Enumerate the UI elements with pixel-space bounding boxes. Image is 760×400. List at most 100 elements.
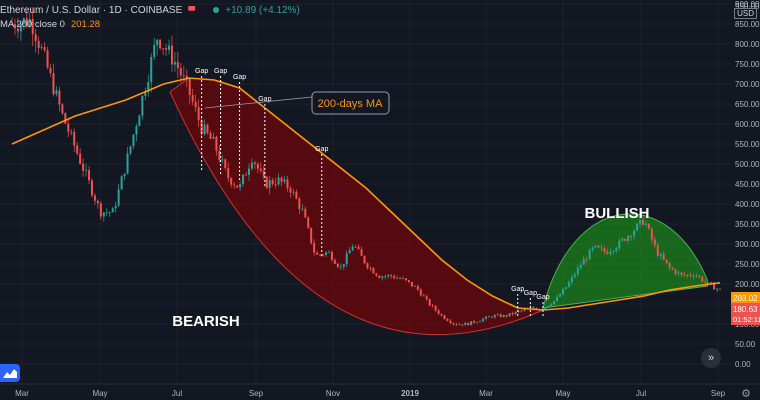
candle-body	[443, 315, 446, 319]
candle-body	[16, 28, 19, 32]
ma-indicator-value: 201.28	[70, 19, 101, 30]
candle-body	[567, 282, 570, 288]
candle-body	[76, 145, 79, 154]
price-axis[interactable]: 0.0050.00100.00150.00200.00250.00300.003…	[735, 0, 760, 369]
candle-body	[639, 219, 642, 224]
candle-body	[250, 162, 253, 169]
candle-body	[357, 246, 360, 250]
candle-body	[704, 281, 707, 283]
candle-body	[600, 247, 603, 249]
candle-body	[82, 163, 85, 171]
candle-body	[206, 124, 209, 134]
time-tick-label: Mar	[479, 389, 493, 398]
candle-body	[280, 177, 283, 182]
candle-body	[366, 263, 369, 269]
candle-body	[227, 168, 230, 179]
candle-body	[247, 168, 250, 175]
candle-body	[591, 247, 594, 250]
candle-body	[683, 274, 686, 276]
candle-body	[307, 217, 310, 228]
candle-body	[633, 230, 636, 237]
candle-body	[402, 278, 405, 280]
candle-body	[701, 276, 704, 282]
scroll-to-realtime-button[interactable]: »	[701, 348, 721, 368]
bullish-zone	[542, 213, 708, 309]
candle-body	[336, 263, 339, 267]
candle-body	[313, 243, 316, 253]
candle-body	[126, 153, 129, 174]
tradingview-logo-button[interactable]	[0, 364, 20, 382]
candle-body	[582, 259, 585, 265]
candle-body	[603, 248, 606, 252]
candle-body	[396, 278, 399, 279]
candle-body	[612, 250, 615, 252]
candle-body	[256, 163, 259, 169]
candle-body	[330, 252, 333, 261]
candle-body	[618, 240, 621, 249]
candle-body	[375, 273, 378, 276]
gear-icon[interactable]: ⚙	[741, 388, 751, 400]
candle-body	[550, 304, 553, 306]
candle-body	[381, 276, 384, 279]
price-tick-label: 550.00	[735, 140, 760, 149]
candle-body	[393, 276, 396, 279]
gap-label: Gap	[524, 290, 537, 297]
gap-label: Gap	[233, 74, 246, 81]
candle-body	[325, 252, 328, 255]
symbol-header[interactable]: Ethereum / U.S. Dollar · 1D · COINBASE +…	[0, 3, 300, 17]
ma-callout-box	[311, 91, 390, 115]
candle-body	[627, 235, 630, 241]
gap-label: Gap	[511, 286, 524, 293]
gap-label: Gap	[536, 294, 549, 301]
last-price-text: 180.63	[733, 305, 758, 314]
candle-body	[615, 248, 618, 251]
candle-body	[283, 179, 286, 182]
candle-body	[316, 252, 319, 255]
candle-body	[523, 309, 526, 311]
time-tick-label: Jul	[172, 389, 182, 398]
candle-body	[369, 268, 372, 269]
candle-body	[156, 39, 159, 46]
candle-body	[19, 23, 22, 32]
candle-body	[239, 184, 242, 188]
candle-body	[431, 305, 434, 307]
candle-body	[363, 255, 366, 264]
candle-body	[188, 78, 191, 96]
candle-body	[422, 295, 425, 297]
time-axis[interactable]: Mar May Jul Sep Nov 2019 Mar May Jul Sep	[15, 389, 726, 398]
candle-body	[170, 45, 173, 65]
candle-body	[458, 324, 461, 326]
candle-body	[564, 287, 567, 289]
gap-label: Gap	[258, 96, 271, 103]
flag-icon[interactable]	[188, 6, 196, 14]
currency-label[interactable]: USD	[734, 8, 757, 19]
candle-body	[58, 90, 61, 105]
candle-body	[384, 276, 387, 278]
candle-body	[499, 314, 502, 318]
candle-body	[677, 272, 680, 274]
price-tick-label: 400.00	[735, 200, 760, 209]
candle-body	[553, 300, 556, 305]
candle-body	[339, 266, 342, 268]
candle-body	[464, 322, 467, 326]
candle-body	[197, 107, 200, 121]
candle-body	[520, 310, 523, 312]
indicator-legend[interactable]: MA 200 close 0 201.28	[0, 18, 100, 31]
candle-body	[292, 191, 295, 193]
candle-body	[93, 195, 96, 201]
candle-body	[271, 180, 274, 184]
candle-body	[105, 212, 108, 214]
price-tick-label: 900.00	[735, 0, 760, 9]
price-tick-label: 250.00	[735, 260, 760, 269]
candle-body	[289, 188, 292, 193]
candle-body	[573, 274, 576, 277]
candle-body	[333, 260, 336, 264]
candle-body	[461, 324, 464, 326]
candle-body	[624, 238, 627, 241]
time-tick-label: May	[555, 389, 570, 398]
candle-body	[111, 208, 114, 213]
price-tick-label: 350.00	[735, 220, 760, 229]
candle-body	[43, 47, 46, 51]
